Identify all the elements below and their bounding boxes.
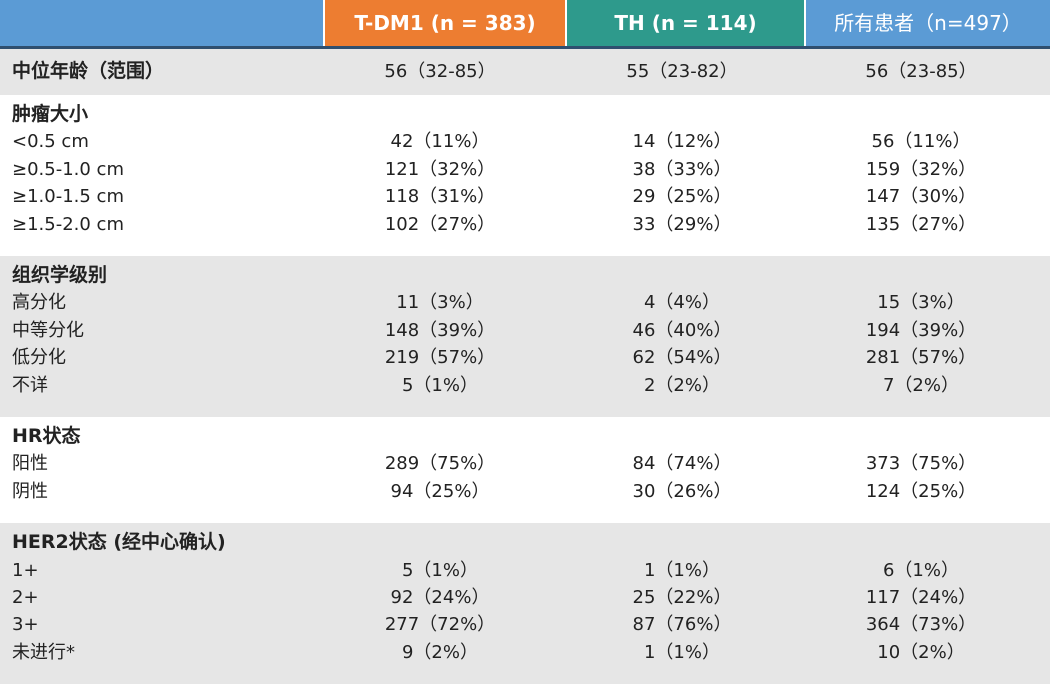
cell-value: 46（40%） xyxy=(632,319,732,341)
cell-value: 289（75%） xyxy=(384,453,496,475)
section-title: 中位年龄（范围） xyxy=(12,60,165,82)
cell-value: 5（1%） xyxy=(401,559,478,581)
cell-value: 102（27%） xyxy=(384,213,496,235)
row-label: 2+ xyxy=(12,587,39,608)
cell-value: 121（32%） xyxy=(384,158,496,180)
cell-value: 10（2%） xyxy=(877,641,965,663)
cell-value: 25（22%） xyxy=(632,587,732,608)
cell-value: 1（1%） xyxy=(643,559,720,581)
cell-value: 281（57%） xyxy=(865,347,977,369)
cell-value: 9（2%） xyxy=(401,641,478,663)
cell-value: 29（25%） xyxy=(632,186,732,208)
section-band xyxy=(0,256,1050,417)
header-blank xyxy=(0,0,323,46)
row-label: 未进行* xyxy=(12,641,75,663)
section-title: HR状态 xyxy=(12,425,81,447)
cell-value: 135（27%） xyxy=(865,213,977,235)
row-label: 1+ xyxy=(12,559,39,581)
cell-value: 7（2%） xyxy=(882,374,959,396)
column-header: T-DM1 (n = 383) xyxy=(325,0,565,46)
row-label: 低分化 xyxy=(12,347,66,369)
cell-value: 55（23-82） xyxy=(626,61,738,82)
column-header: TH (n = 114) xyxy=(567,0,804,46)
cell-value: 42（11%） xyxy=(390,131,490,153)
section-band xyxy=(0,95,1050,256)
cell-value: 33（29%） xyxy=(632,213,732,235)
cell-value: 118（31%） xyxy=(384,186,496,208)
cell-value: 277（72%） xyxy=(384,614,496,636)
row-label: 高分化 xyxy=(12,292,66,314)
cell-value: 30（26%） xyxy=(632,480,732,502)
cell-value: 194（39%） xyxy=(865,319,977,341)
row-label: 中等分化 xyxy=(12,319,84,341)
cell-value: 62（54%） xyxy=(632,347,732,369)
cell-value: 92（24%） xyxy=(390,587,490,608)
cell-value: 364（73%） xyxy=(865,614,977,636)
cell-value: 11（3%） xyxy=(396,292,484,314)
row-label: ≥1.5-2.0 cm xyxy=(12,213,124,235)
cell-value: 56（23-85） xyxy=(865,61,977,82)
cell-value: 6（1%） xyxy=(882,559,959,581)
cell-value: 219（57%） xyxy=(384,347,496,369)
row-label: 不详 xyxy=(12,374,48,396)
cell-value: 15（3%） xyxy=(877,292,965,314)
row-label: ≥1.0-1.5 cm xyxy=(12,186,124,208)
cell-value: 5（1%） xyxy=(401,374,478,396)
section-band xyxy=(0,417,1050,524)
cell-value: 2（2%） xyxy=(643,374,720,396)
header-rule xyxy=(0,46,1050,49)
cell-value: 4（4%） xyxy=(643,292,720,314)
cell-value: 1（1%） xyxy=(643,641,720,663)
cell-value: 117（24%） xyxy=(865,587,977,608)
cell-value: 373（75%） xyxy=(865,453,977,475)
cell-value: 87（76%） xyxy=(632,614,732,636)
cell-value: 147（30%） xyxy=(865,186,977,208)
column-header: 所有患者（n=497） xyxy=(806,0,1050,46)
section-band xyxy=(0,49,1050,95)
cell-value: 38（33%） xyxy=(632,158,732,180)
row-label: 阴性 xyxy=(12,480,48,502)
row-label: 阳性 xyxy=(12,453,48,475)
cell-value: 84（74%） xyxy=(632,453,732,475)
cell-value: 159（32%） xyxy=(865,158,977,180)
section-title: 肿瘤大小 xyxy=(12,103,89,125)
cell-value: 148（39%） xyxy=(384,319,496,341)
section-title: HER2状态 (经中心确认) xyxy=(12,531,226,554)
cell-value: 14（12%） xyxy=(632,131,732,153)
section-title: 组织学级别 xyxy=(12,264,108,286)
row-label: <0.5 cm xyxy=(12,131,89,153)
row-label: ≥0.5-1.0 cm xyxy=(12,158,124,180)
cell-value: 56（32-85） xyxy=(384,61,496,82)
cell-value: 56（11%） xyxy=(871,131,971,153)
cell-value: 94（25%） xyxy=(390,480,490,502)
row-label: 3+ xyxy=(12,614,39,636)
cell-value: 124（25%） xyxy=(865,480,977,502)
